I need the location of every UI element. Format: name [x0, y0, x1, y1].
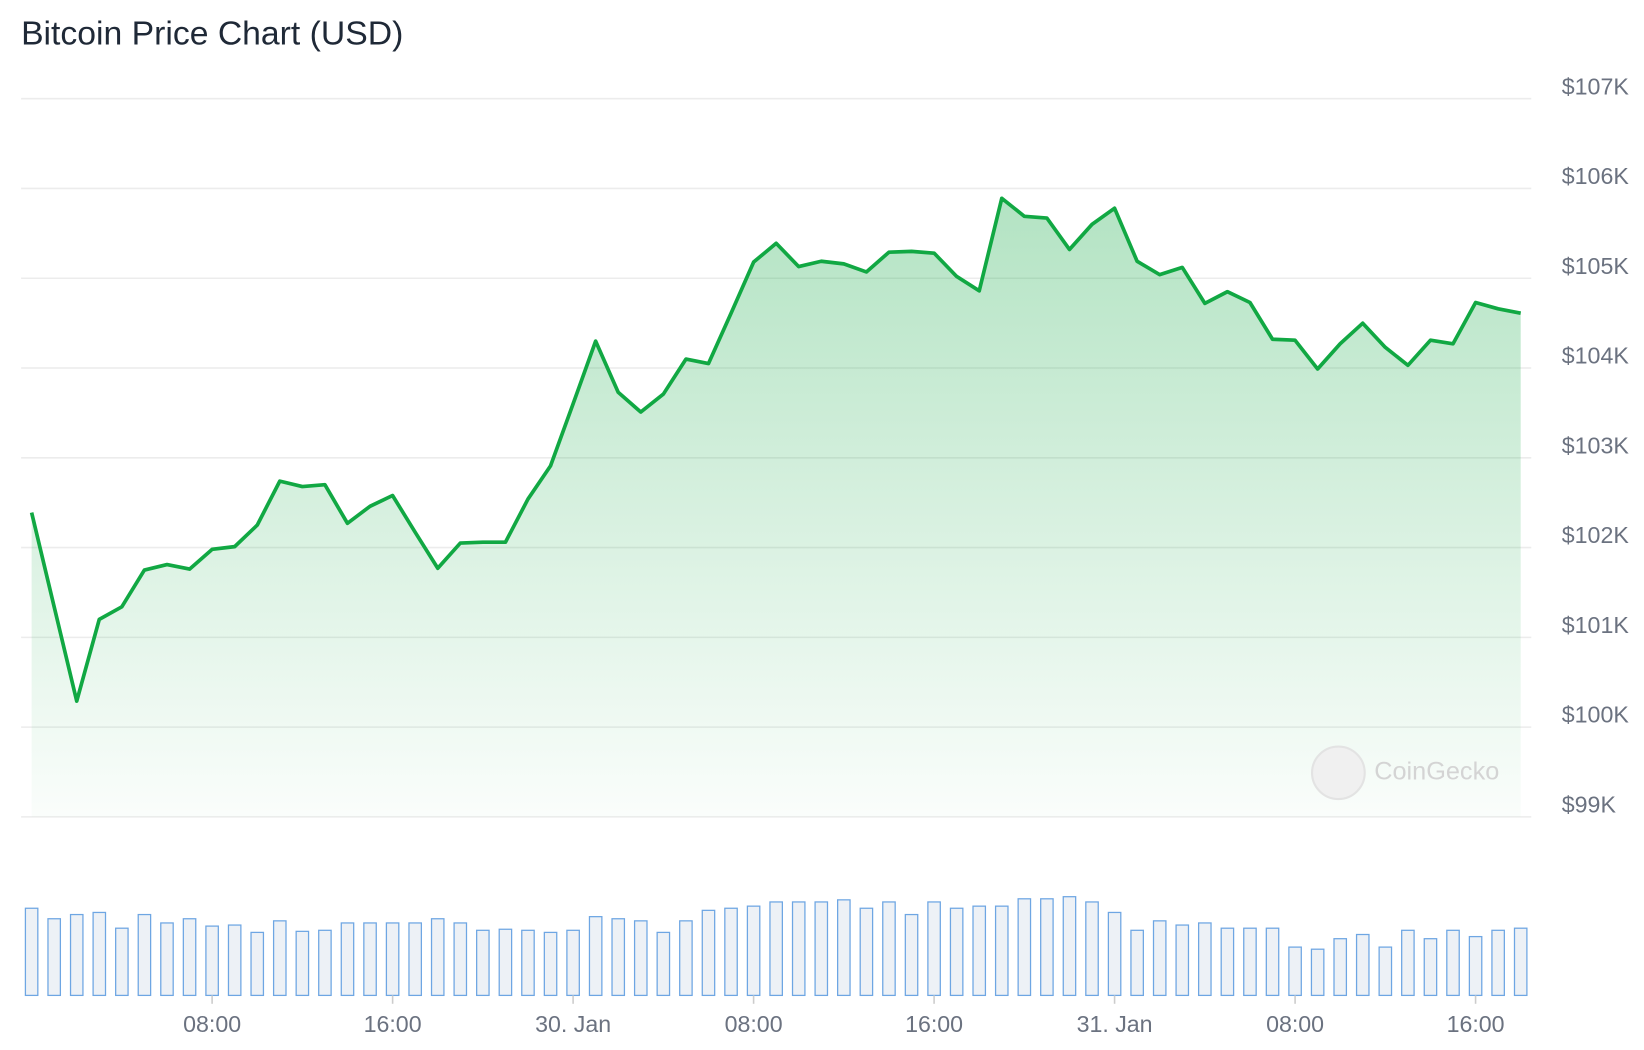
volume-bar — [363, 922, 377, 997]
volume-bar — [115, 927, 129, 997]
volume-bar — [1152, 920, 1167, 997]
volume-bar — [1062, 896, 1077, 997]
volume-bar — [859, 907, 874, 997]
volume-bar — [1265, 927, 1280, 997]
volume-bar — [1220, 927, 1235, 997]
x-tick-label: 30. Jan — [535, 1011, 611, 1037]
volume-bar — [972, 905, 987, 997]
volume-bar — [611, 918, 626, 997]
watermark-text: CoinGecko — [1374, 757, 1499, 785]
volume-bar — [498, 928, 513, 997]
volume-bar — [1491, 929, 1505, 997]
volume-bar — [1288, 946, 1302, 997]
volume-bar — [453, 922, 468, 997]
volume-bar — [47, 918, 62, 997]
volume-bar — [1333, 938, 1348, 997]
volume-bar — [92, 911, 107, 997]
volume-bar — [24, 907, 39, 997]
volume-bar — [588, 916, 603, 997]
watermark-logo — [1310, 745, 1366, 801]
volume-bar — [882, 901, 896, 997]
volume-bar — [385, 922, 400, 997]
volume-bar — [408, 922, 423, 997]
volume-bar — [160, 922, 174, 997]
volume-bar — [679, 920, 693, 997]
y-tick-label: $106K — [1562, 163, 1630, 189]
y-tick-label: $102K — [1562, 522, 1630, 548]
volume-bar — [69, 913, 84, 997]
volume-bar — [1107, 911, 1122, 997]
x-tick-label: 16:00 — [1447, 1011, 1505, 1037]
volume-bar — [1310, 948, 1325, 997]
volume-bar — [904, 913, 919, 997]
volume-bar — [1378, 946, 1393, 997]
volume-bar — [837, 899, 851, 997]
volume-bar — [701, 909, 716, 997]
volume-bar — [994, 905, 1009, 997]
y-tick-label: $99K — [1562, 792, 1617, 818]
volume-bar — [1130, 929, 1144, 997]
volume-bar — [814, 901, 829, 997]
volume-bar — [543, 931, 558, 997]
volume-bar — [949, 907, 964, 997]
volume-bar — [318, 929, 332, 997]
watermark: CoinGecko — [1310, 745, 1499, 801]
volume-bar — [791, 901, 806, 997]
volume-bar — [1401, 929, 1415, 997]
volume-bar — [1513, 927, 1528, 997]
volume-bar — [295, 930, 310, 997]
volume-bar — [633, 920, 648, 997]
volume-bar — [746, 905, 761, 997]
volume-bar — [1085, 901, 1099, 997]
volume-bar — [1243, 927, 1257, 997]
x-tick-label: 08:00 — [183, 1011, 241, 1037]
chart-title: Bitcoin Price Chart (USD) — [21, 16, 403, 53]
x-tick-label: 08:00 — [1266, 1011, 1324, 1037]
volume-bar — [250, 931, 265, 997]
y-tick-label: $105K — [1562, 253, 1630, 279]
y-tick-label: $107K — [1562, 73, 1630, 99]
volume-bar — [1468, 935, 1483, 997]
volume-bar — [724, 907, 738, 997]
x-tick-label: 16:00 — [364, 1011, 422, 1037]
y-tick-label: $100K — [1562, 702, 1630, 728]
volume-bar — [1197, 922, 1212, 997]
volume-bar — [340, 922, 355, 997]
y-tick-label: $104K — [1562, 343, 1630, 369]
volume-bar — [1017, 898, 1032, 997]
volume-bar — [521, 929, 535, 997]
volume-bar — [1446, 929, 1460, 997]
volume-bar — [566, 929, 580, 997]
volume-bar — [205, 925, 219, 997]
volume-bar — [656, 931, 671, 997]
volume-bar — [927, 901, 941, 997]
price-line — [29, 196, 1522, 703]
volume-bar — [1355, 933, 1370, 997]
y-tick-label: $101K — [1562, 612, 1630, 638]
volume-bar — [1423, 938, 1438, 997]
volume-bar — [1175, 924, 1190, 997]
price-area — [31, 198, 1521, 817]
x-tick-label: 16:00 — [905, 1011, 963, 1037]
volume-bar — [272, 920, 287, 997]
volume-bar — [137, 913, 152, 997]
volume-bar — [769, 901, 783, 997]
x-tick-label: 31. Jan — [1077, 1011, 1153, 1037]
x-tick-label: 08:00 — [725, 1011, 783, 1037]
volume-bar — [227, 924, 242, 997]
volume-bar — [1040, 898, 1054, 997]
y-tick-label: $103K — [1562, 432, 1630, 458]
volume-bar — [182, 918, 197, 997]
volume-bar — [476, 929, 490, 997]
volume-bar — [430, 918, 445, 997]
